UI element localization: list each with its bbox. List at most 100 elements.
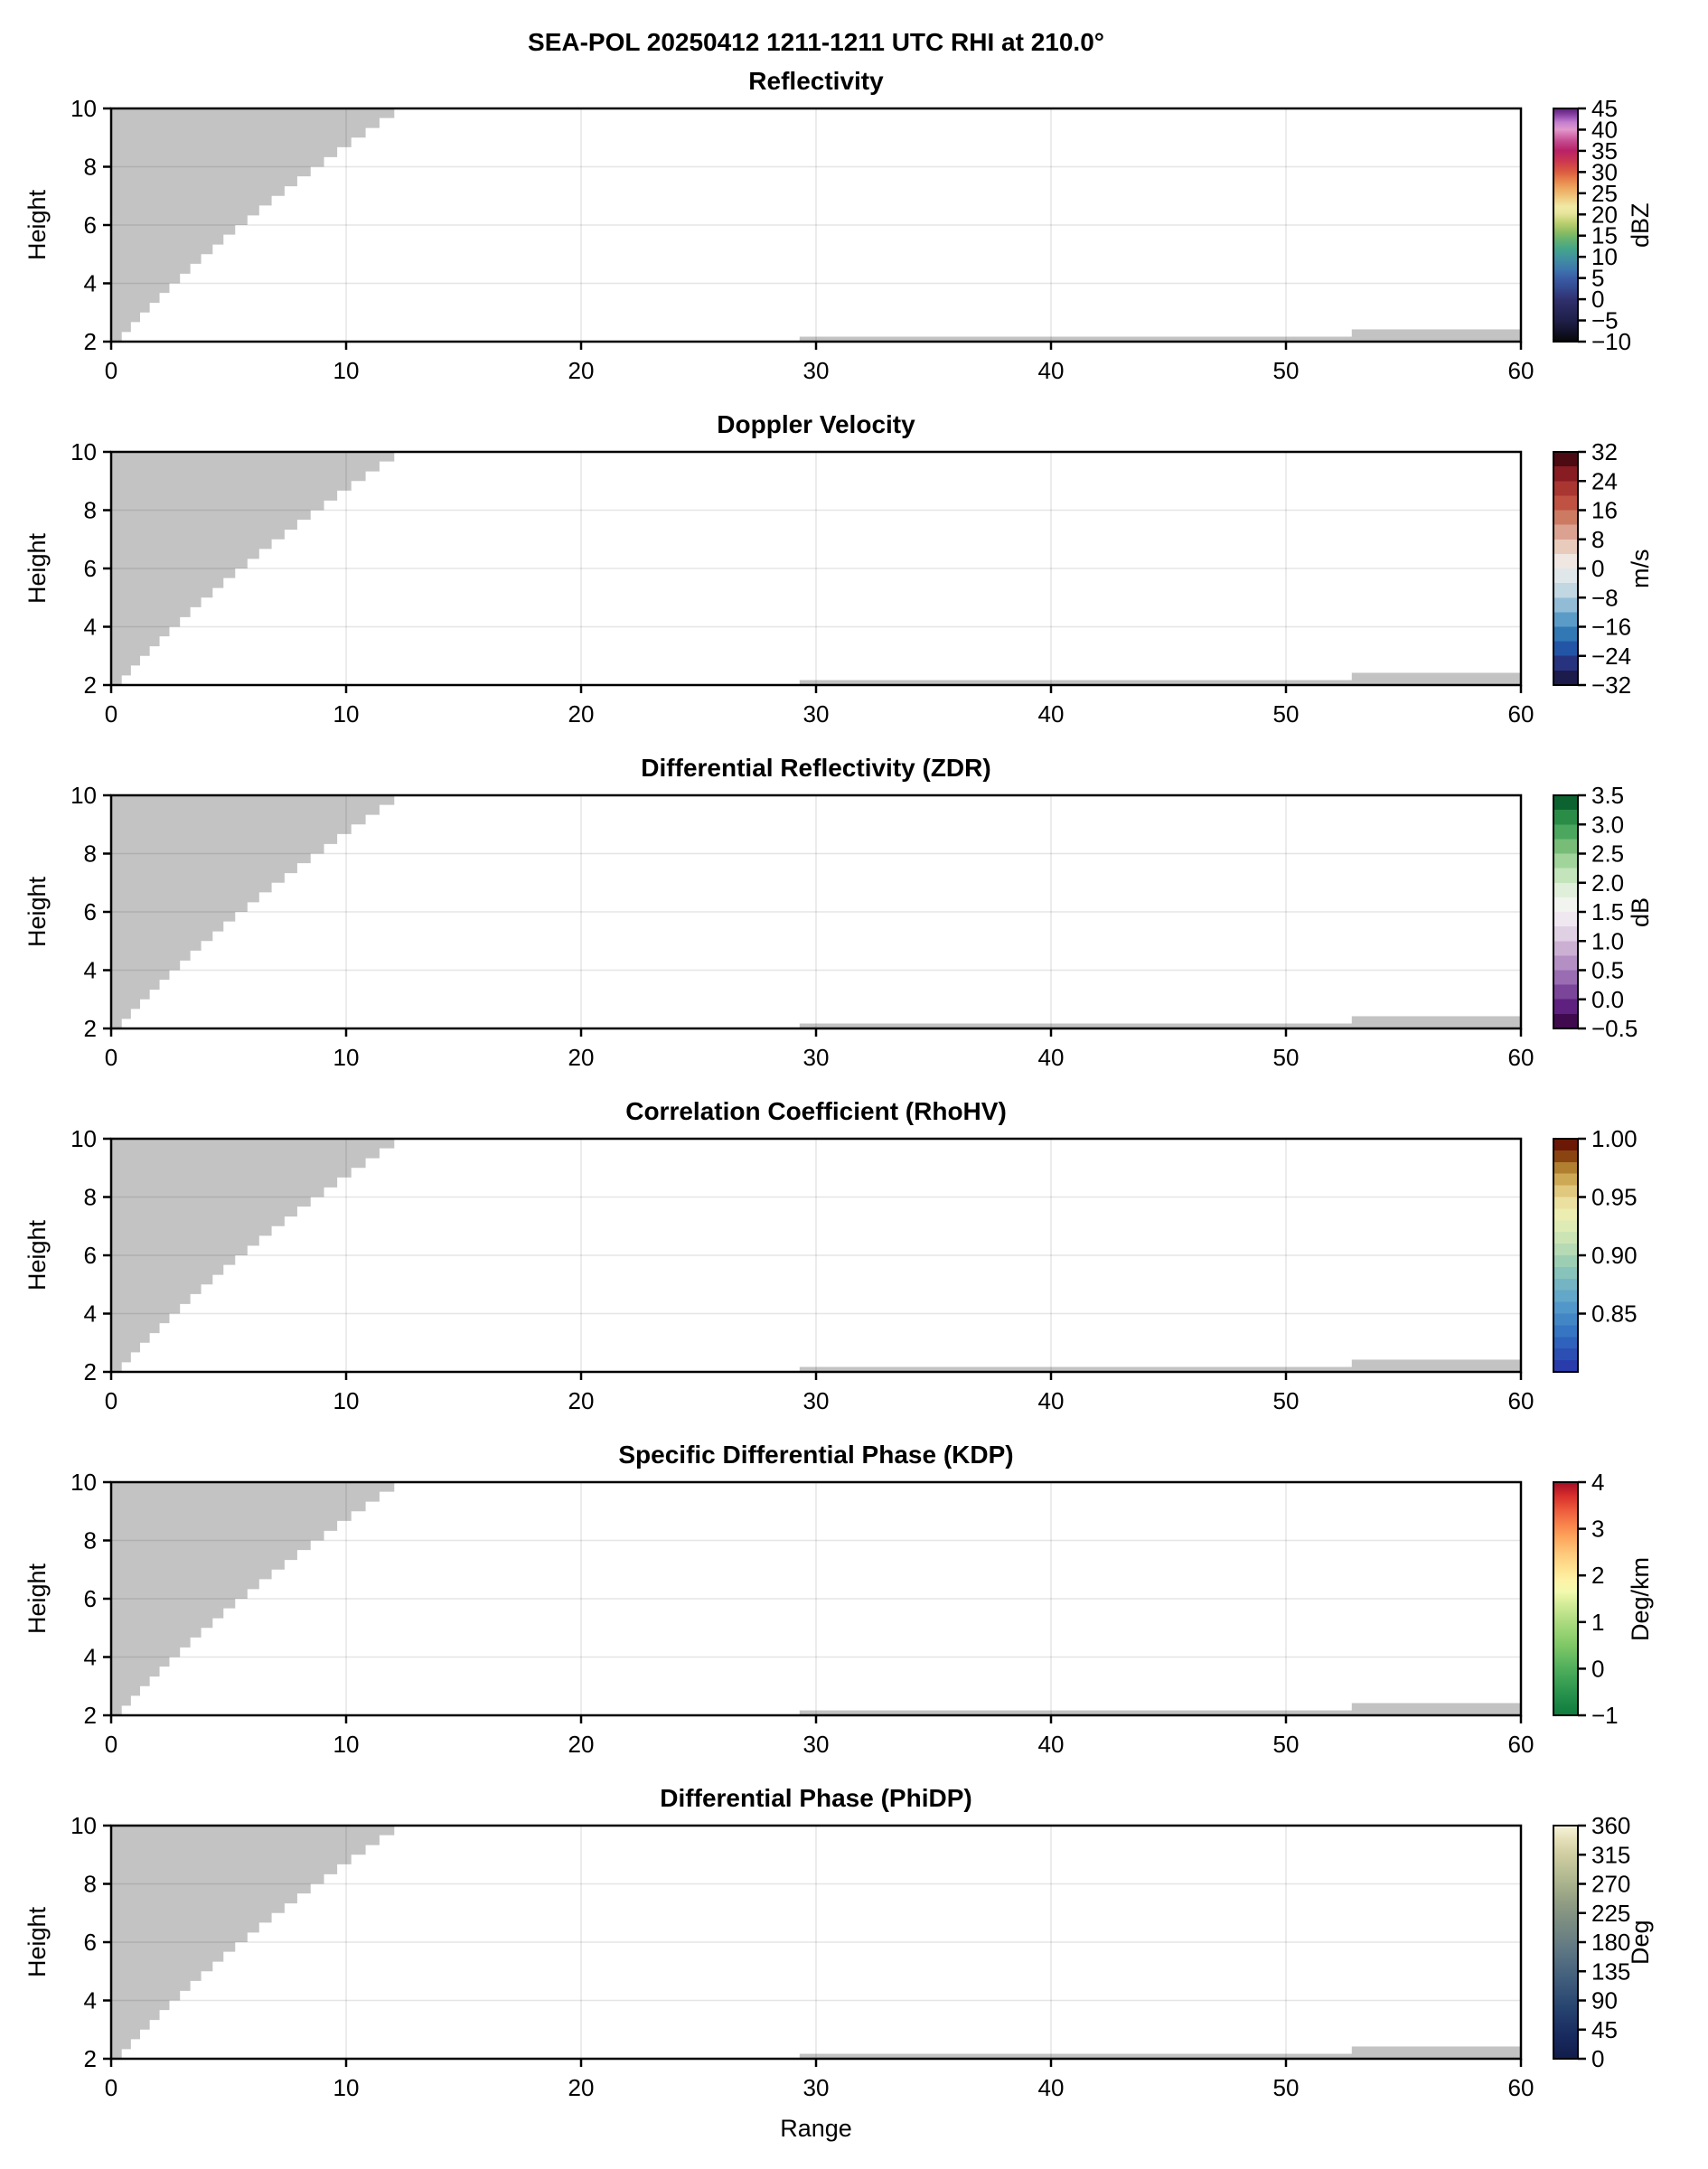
svg-text:40: 40	[1038, 357, 1065, 384]
colorbar: 1.00 0.95 0.90 0.85	[1553, 1125, 1638, 1373]
svg-text:6: 6	[84, 555, 97, 582]
masked-no-data-region	[111, 1139, 1521, 1372]
colorbar-unit-label-rhohv	[1627, 1139, 1666, 1372]
svg-text:360: 360	[1591, 1812, 1630, 1839]
colorbar-unit-label-phidp: Deg	[1627, 1920, 1654, 1965]
gridlines	[111, 452, 1521, 685]
svg-text:50: 50	[1273, 700, 1300, 728]
svg-text:16: 16	[1591, 497, 1618, 524]
svg-text:−0.5: −0.5	[1591, 1015, 1638, 1042]
svg-text:5: 5	[1591, 265, 1604, 292]
svg-text:30: 30	[803, 2074, 830, 2101]
svg-text:20: 20	[568, 357, 595, 384]
svg-text:30: 30	[803, 1044, 830, 1071]
svg-text:6: 6	[84, 1242, 97, 1269]
svg-text:0: 0	[105, 700, 117, 728]
svg-text:50: 50	[1273, 1387, 1300, 1414]
svg-text:0.90: 0.90	[1591, 1242, 1638, 1269]
svg-text:8: 8	[1591, 526, 1604, 553]
colorbar-unit-label-kdp: Deg/km	[1627, 1556, 1654, 1641]
svg-text:20: 20	[568, 1044, 595, 1071]
svg-text:60: 60	[1508, 357, 1534, 384]
masked-no-data-region	[111, 795, 1521, 1028]
svg-text:8: 8	[84, 1184, 97, 1211]
svg-text:0.95: 0.95	[1591, 1184, 1638, 1211]
svg-text:20: 20	[1591, 201, 1618, 228]
y-axis-ticks: 2 4 6 8 10	[70, 1469, 111, 1729]
x-axis-ticks: 0 10 20 30 40 50 60	[105, 2059, 1534, 2101]
svg-text:2: 2	[84, 1015, 97, 1042]
svg-text:0: 0	[1591, 1655, 1604, 1682]
svg-text:2: 2	[84, 328, 97, 355]
svg-text:−5: −5	[1591, 307, 1619, 334]
svg-text:10: 10	[70, 782, 97, 809]
svg-text:60: 60	[1508, 1387, 1534, 1414]
svg-text:60: 60	[1508, 1044, 1534, 1071]
svg-text:10: 10	[70, 1125, 97, 1152]
svg-text:0.0: 0.0	[1591, 986, 1624, 1013]
panel-title-kdp: Specific Differential Phase (KDP)	[618, 1441, 1014, 1469]
svg-text:40: 40	[1038, 700, 1065, 728]
colorbar: 4 3 2 1 0 −1	[1553, 1469, 1619, 1729]
svg-text:8: 8	[84, 1871, 97, 1898]
svg-text:135: 135	[1591, 1958, 1630, 1985]
svg-text:0: 0	[1591, 555, 1604, 582]
gridlines	[111, 795, 1521, 1028]
svg-text:2: 2	[84, 1702, 97, 1729]
svg-text:0: 0	[105, 2074, 117, 2101]
y-axis-ticks: 2 4 6 8 10	[70, 438, 111, 699]
svg-text:1: 1	[1591, 1609, 1604, 1636]
svg-text:8: 8	[84, 1527, 97, 1554]
svg-text:270: 270	[1591, 1871, 1630, 1898]
svg-text:−32: −32	[1591, 671, 1631, 699]
svg-text:0: 0	[105, 357, 117, 384]
svg-text:0: 0	[105, 1387, 117, 1414]
svg-text:2: 2	[84, 1358, 97, 1385]
svg-text:315: 315	[1591, 1841, 1630, 1868]
svg-text:30: 30	[803, 1731, 830, 1758]
svg-text:10: 10	[333, 2074, 360, 2101]
x-axis-ticks: 0 10 20 30 40 50 60	[105, 342, 1534, 384]
colorbar-unit-label-reflectivity: dBZ	[1627, 202, 1654, 248]
svg-text:6: 6	[84, 1929, 97, 1956]
svg-text:25: 25	[1591, 180, 1618, 207]
svg-text:30: 30	[803, 357, 830, 384]
svg-text:4: 4	[84, 1300, 97, 1328]
panel-title-doppler-velocity: Doppler Velocity	[717, 410, 915, 438]
y-axis-ticks: 2 4 6 8 10	[70, 782, 111, 1042]
svg-text:10: 10	[70, 1469, 97, 1496]
svg-text:40: 40	[1038, 1387, 1065, 1414]
panel-title-rhohv: Correlation Coefficient (RhoHV)	[625, 1097, 1007, 1125]
svg-text:8: 8	[84, 154, 97, 181]
svg-text:40: 40	[1038, 1044, 1065, 1071]
svg-text:10: 10	[70, 95, 97, 122]
svg-text:6: 6	[84, 211, 97, 239]
svg-text:−10: −10	[1591, 328, 1631, 355]
figure-title: SEA-POL 20250412 1211-1211 UTC RHI at 21…	[528, 28, 1104, 56]
svg-text:0.5: 0.5	[1591, 957, 1624, 984]
svg-text:45: 45	[1591, 2016, 1618, 2043]
svg-text:8: 8	[84, 497, 97, 524]
svg-text:4: 4	[84, 957, 97, 984]
svg-text:6: 6	[84, 898, 97, 925]
svg-text:180: 180	[1591, 1929, 1630, 1956]
svg-text:0: 0	[1591, 286, 1604, 313]
svg-text:0: 0	[105, 1044, 117, 1071]
rhi-plot-rhohv: 0 10 20 30 40 50 60 2 4 6 8 10 1.00 0.95 0.90 0.85	[70, 1125, 1638, 1414]
svg-text:35: 35	[1591, 137, 1618, 164]
x-axis-ticks: 0 10 20 30 40 50 60	[105, 1715, 1534, 1758]
svg-text:20: 20	[568, 2074, 595, 2101]
svg-text:10: 10	[70, 438, 97, 465]
svg-text:−8: −8	[1591, 584, 1619, 611]
y-axis-ticks: 2 4 6 8 10	[70, 95, 111, 355]
svg-text:2.5: 2.5	[1591, 840, 1624, 868]
x-axis-ticks: 0 10 20 30 40 50 60	[105, 685, 1534, 728]
gridlines	[111, 1482, 1521, 1715]
